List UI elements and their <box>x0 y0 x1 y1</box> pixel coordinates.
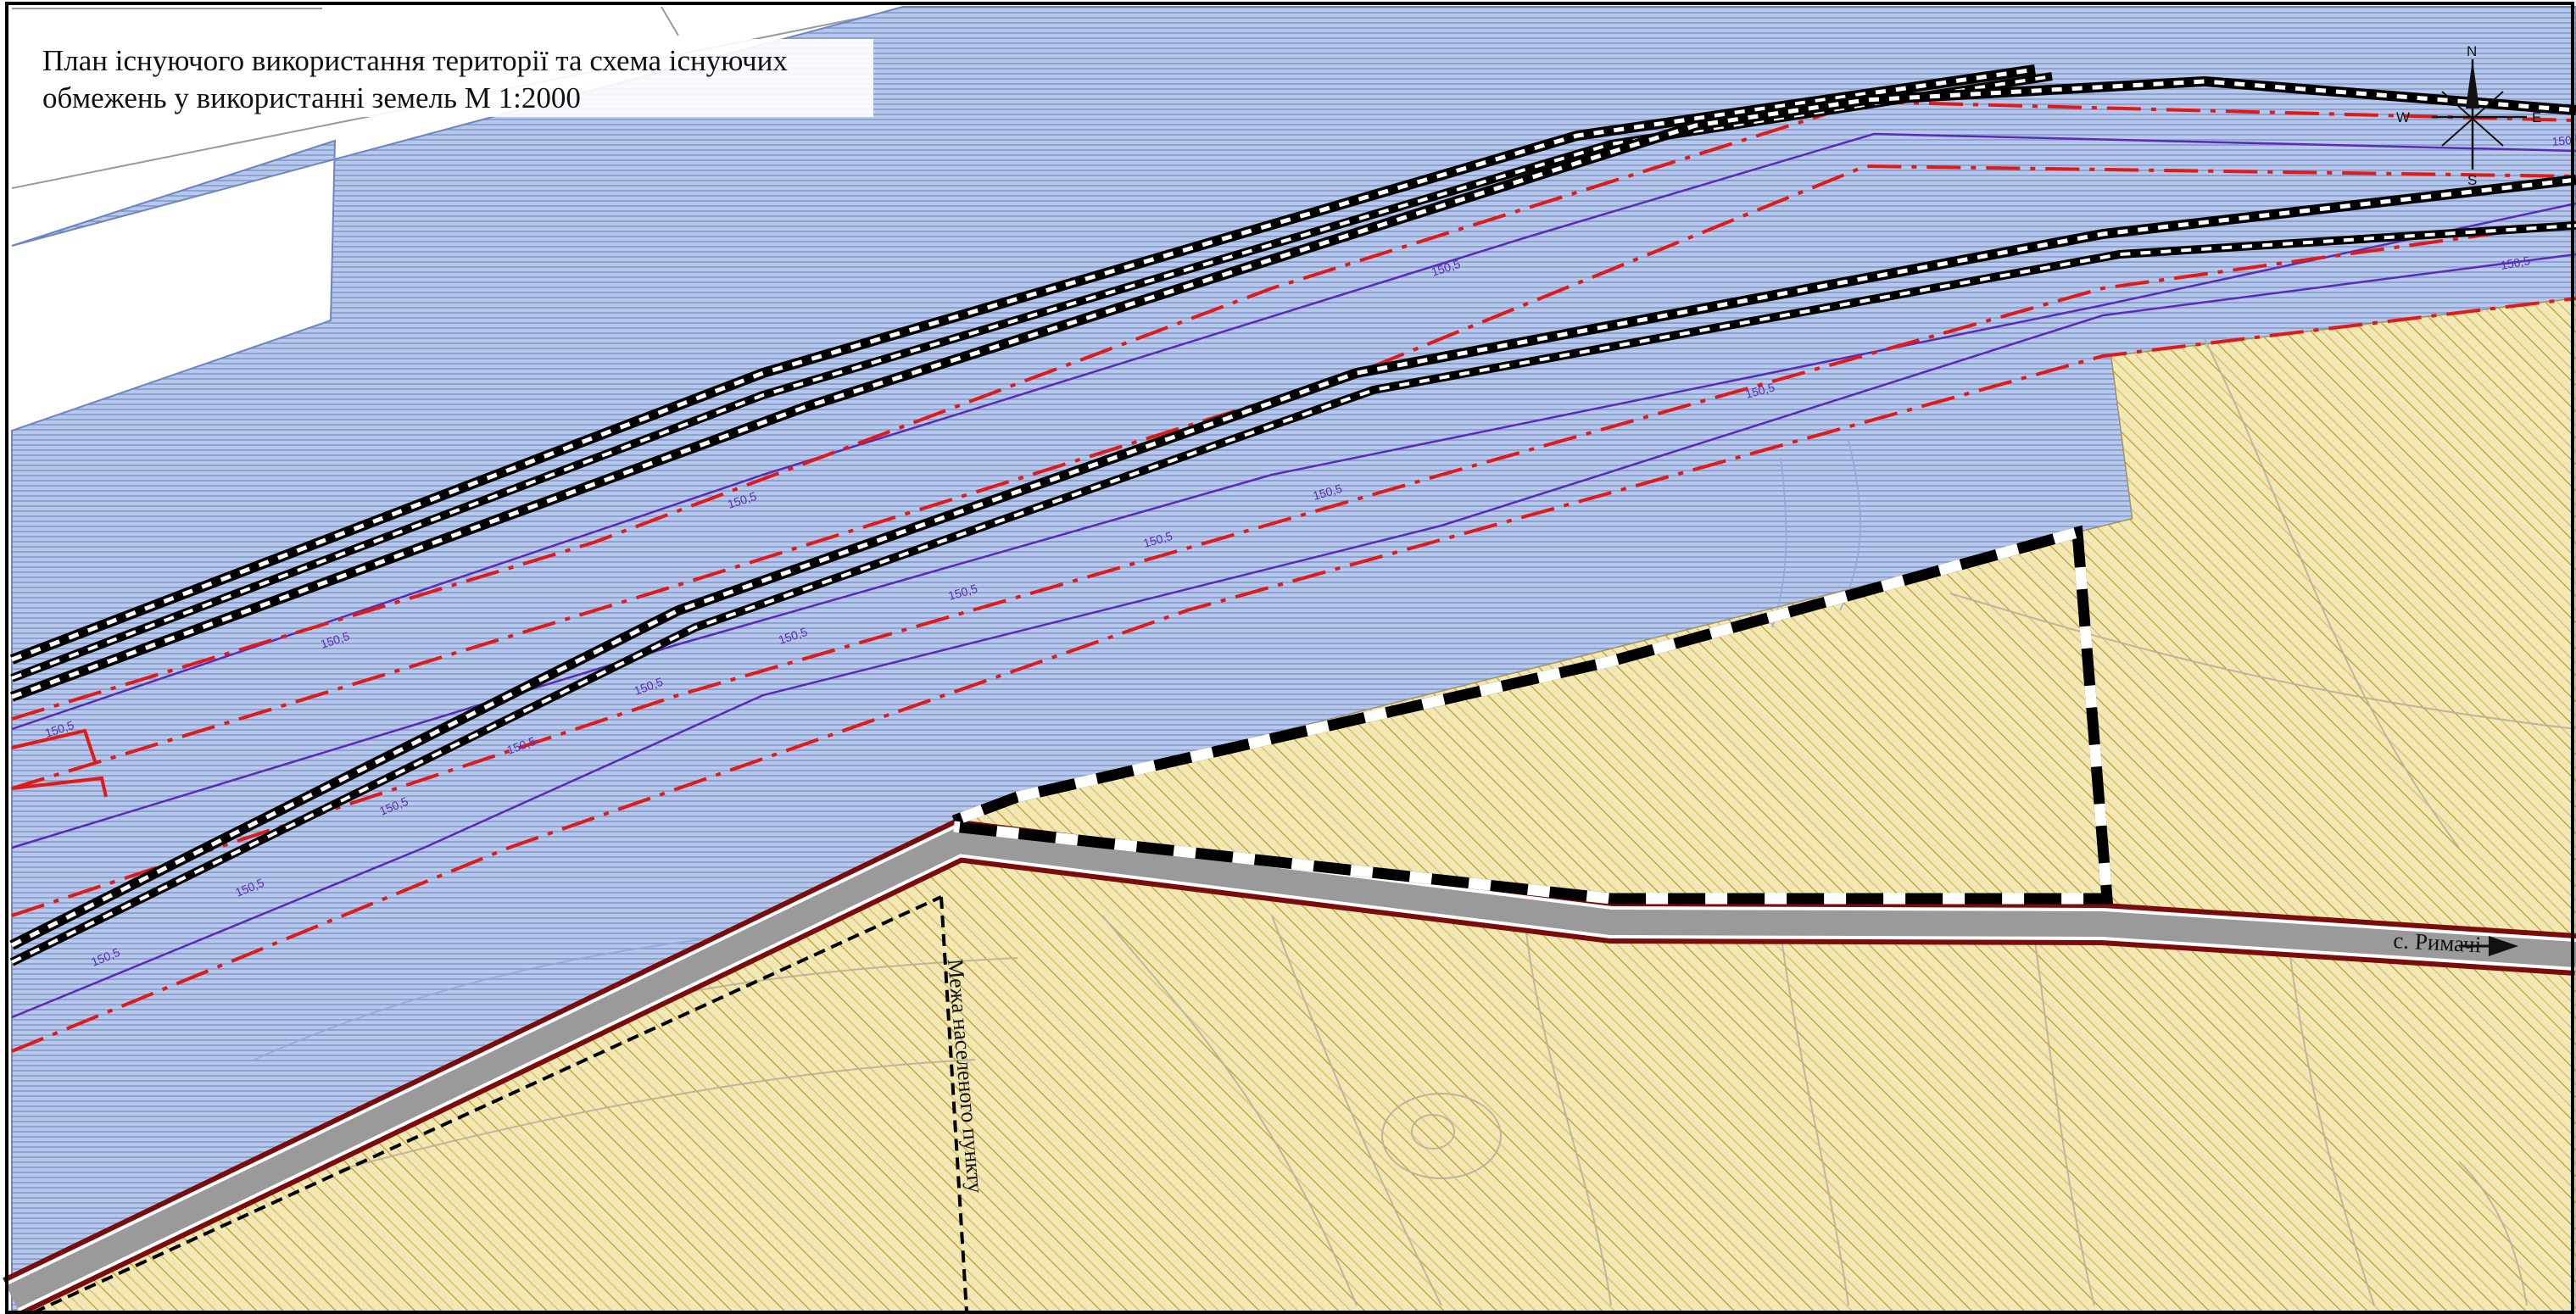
road[interactable] <box>3 819 2576 1314</box>
road-label: с. Римачі <box>2393 927 2482 957</box>
arrow-right-icon <box>2489 936 2518 956</box>
map-title: План існуючого використання території та… <box>25 39 873 117</box>
project-site-boundary[interactable] <box>951 525 2114 905</box>
map-title-line-2: обмежень у використанні земель М 1:2000 <box>42 81 581 114</box>
utility-lines <box>11 132 2576 1019</box>
compass-north: N <box>2467 43 2477 59</box>
railway-lines <box>9 64 2576 966</box>
map-frame <box>5 2 2574 1314</box>
zone-corner-marker-2 <box>11 776 108 798</box>
map-title-line-1: План існуючого використання території та… <box>42 44 788 77</box>
settlement-boundary-line <box>33 895 968 1314</box>
protection-zone-lines <box>11 99 2576 1053</box>
contour-label: 150,5 <box>2500 253 2531 272</box>
compass-rose: N S W E <box>2396 43 2541 188</box>
compass-east: E <box>2532 109 2541 125</box>
compass-west: W <box>2396 109 2410 125</box>
road-label-group: с. Римачі <box>2393 927 2518 957</box>
contour-label: 150,5 <box>2551 132 2576 148</box>
zone-corner-marker <box>11 728 97 762</box>
compass-south: S <box>2467 172 2477 188</box>
